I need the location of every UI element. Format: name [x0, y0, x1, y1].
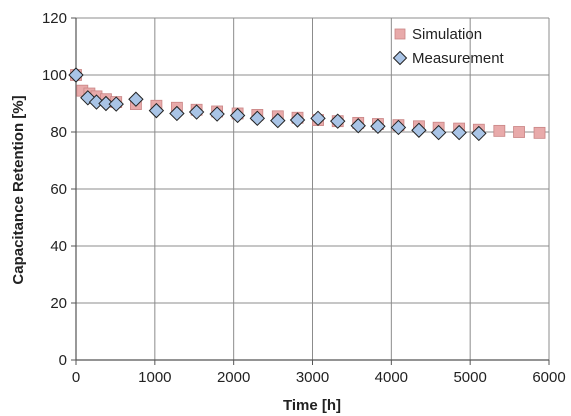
measurement-point [471, 125, 487, 142]
measurement-point [108, 96, 124, 112]
y-tick-label: 60 [50, 181, 67, 198]
measurement-point [430, 124, 447, 141]
measurement-point [88, 94, 105, 110]
y-tick-label: 120 [42, 10, 67, 27]
measurement-point [188, 104, 205, 120]
x-tick-label: 1000 [138, 369, 171, 386]
measurement-point [209, 106, 225, 122]
measurement-point [169, 105, 185, 122]
x-tick-label: 0 [72, 369, 80, 386]
measurement-point [330, 113, 346, 129]
x-tick-label: 3000 [296, 369, 329, 386]
tick-labels: 0 20 40 60 80 100 120 0 1000 2000 3000 4000 5000 6000 [42, 10, 566, 386]
y-tick-label: 80 [50, 124, 67, 141]
y-tick-label: 100 [42, 67, 67, 84]
x-tick-label: 2000 [217, 369, 250, 386]
measurement-point [249, 110, 266, 127]
simulation-point [493, 124, 506, 137]
simulation-point [513, 126, 525, 138]
measurement-point [229, 107, 246, 124]
series-measurement [68, 67, 487, 142]
measurement-point [451, 124, 467, 141]
legend-label-measurement: Measurement [412, 50, 505, 67]
measurement-point [390, 119, 407, 136]
y-axis-title: Capacitance Retention [%] [10, 95, 27, 284]
measurement-point [98, 95, 114, 112]
x-tick-label: 5000 [453, 369, 486, 386]
measurement-point [370, 118, 386, 135]
gridlines [76, 17, 550, 360]
measurement-point [289, 112, 306, 128]
measurement-point [350, 118, 366, 134]
data-series [68, 67, 546, 142]
legend-marker-simulation [394, 28, 406, 40]
x-tick-label: 4000 [375, 369, 408, 386]
x-axis-title: Time [h] [283, 397, 341, 414]
legend-label-simulation: Simulation [412, 26, 482, 43]
measurement-point [310, 110, 326, 127]
x-tick-label: 6000 [532, 369, 565, 386]
measurement-point [270, 112, 286, 129]
legend: Simulation Measurement [392, 26, 505, 67]
measurement-point [148, 102, 165, 119]
measurement-point [411, 122, 427, 138]
y-tick-label: 0 [59, 352, 67, 369]
measurement-point [68, 67, 84, 83]
simulation-point [533, 126, 546, 139]
y-tick-label: 40 [50, 238, 67, 255]
legend-marker-measurement [392, 50, 408, 66]
y-tick-label: 20 [50, 295, 67, 312]
measurement-point [128, 91, 144, 107]
